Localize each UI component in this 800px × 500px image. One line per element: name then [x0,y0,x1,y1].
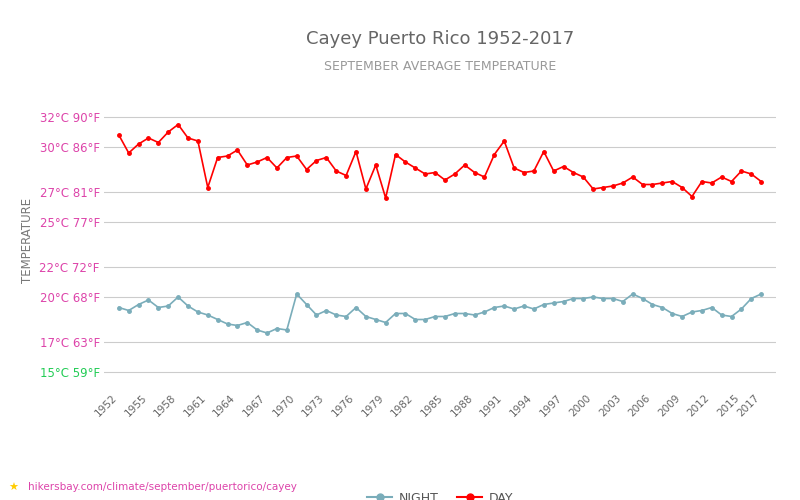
Legend: NIGHT, DAY: NIGHT, DAY [362,487,518,500]
Text: ★: ★ [8,482,18,492]
Y-axis label: TEMPERATURE: TEMPERATURE [21,198,34,282]
Text: SEPTEMBER AVERAGE TEMPERATURE: SEPTEMBER AVERAGE TEMPERATURE [324,60,556,73]
Text: hikersbay.com/climate/september/puertorico/cayey: hikersbay.com/climate/september/puertori… [28,482,297,492]
Text: Cayey Puerto Rico 1952-2017: Cayey Puerto Rico 1952-2017 [306,30,574,48]
